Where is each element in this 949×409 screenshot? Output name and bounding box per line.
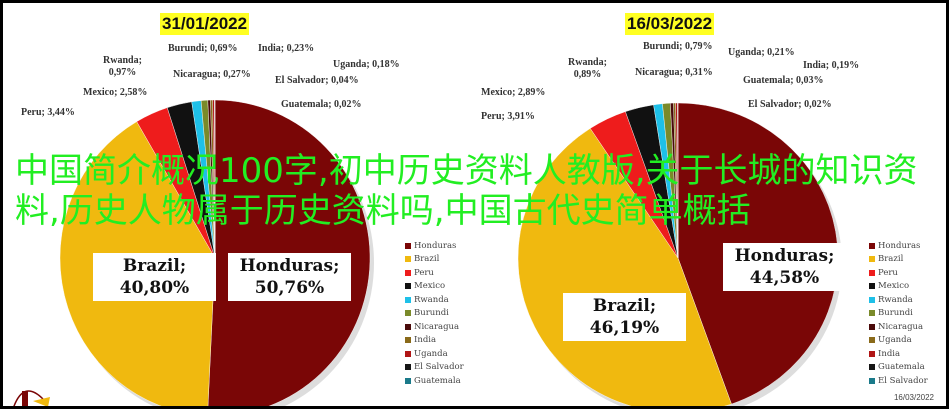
legend-swatch	[869, 350, 875, 357]
legend-swatch	[405, 242, 411, 249]
legend-label: Guatemala	[414, 375, 461, 386]
legend-item: India	[405, 334, 464, 348]
legend-left: Honduras Brazil Peru Mexico Rwanda Burundi Nic…	[405, 239, 464, 388]
legend-item: Peru	[869, 266, 928, 280]
legend-item: El Salvador	[405, 361, 464, 375]
legend-swatch	[405, 256, 411, 263]
big-label-honduras-left: Honduras; 50,76%	[228, 253, 351, 301]
legend-swatch	[869, 377, 875, 384]
legend-item: El Salvador	[869, 374, 928, 388]
chart-title-right: 16/03/2022	[625, 13, 715, 35]
chart-title-left: 31/01/2022	[160, 13, 250, 35]
legend-item: Mexico	[405, 280, 464, 294]
legend-label: Honduras	[878, 240, 921, 251]
legend-item: Rwanda	[869, 293, 928, 307]
legend-label: Brazil	[414, 254, 440, 265]
big-label-brazil-right: Brazil; 46,19%	[563, 293, 686, 341]
legend-item: Brazil	[869, 253, 928, 267]
data-label-uganda: Uganda; 0,18%	[333, 59, 400, 70]
legend-item: Guatemala	[869, 361, 928, 375]
legend-label: El Salvador	[878, 375, 928, 386]
legend-item: Nicaragua	[405, 320, 464, 334]
legend-label: India	[414, 335, 437, 346]
legend-label: Rwanda	[414, 294, 449, 305]
legend-swatch	[869, 256, 875, 263]
legend-swatch	[405, 337, 411, 344]
legend-swatch	[405, 296, 411, 303]
legend-item: Uganda	[869, 334, 928, 348]
legend-swatch	[405, 323, 411, 330]
data-label-burundi: Burundi; 0,79%	[643, 41, 713, 52]
legend-swatch	[869, 364, 875, 371]
legend-swatch	[405, 283, 411, 290]
data-label-peru: Peru; 3,91%	[481, 111, 535, 122]
legend-item: Burundi	[405, 307, 464, 321]
legend-label: Mexico	[414, 281, 446, 292]
legend-label: Uganda	[414, 348, 448, 359]
legend-label: El Salvador	[414, 362, 464, 373]
data-label-mexico: Mexico; 2,89%	[481, 87, 546, 98]
legend-item: Nicaragua	[869, 320, 928, 334]
big-label-brazil-left: Brazil; 40,80%	[93, 253, 216, 301]
data-label-el-salvador: El Salvador; 0,02%	[748, 99, 832, 110]
legend-item: Burundi	[869, 307, 928, 321]
legend-right: Honduras Brazil Peru Mexico Rwanda Burundi Nic…	[869, 239, 928, 388]
data-label-rwanda: Rwanda; 0,89%	[568, 57, 607, 80]
data-label-burundi: Burundi; 0,69%	[168, 43, 238, 54]
legend-item: Rwanda	[405, 293, 464, 307]
legend-label: Guatemala	[878, 362, 925, 373]
data-label-india: India; 0,23%	[258, 43, 315, 54]
legend-swatch	[869, 242, 875, 249]
legend-label: Uganda	[878, 335, 912, 346]
legend-swatch	[405, 364, 411, 371]
big-label-honduras-right: Honduras; 44,58%	[723, 243, 846, 291]
legend-label: India	[878, 348, 901, 359]
legend-swatch	[405, 350, 411, 357]
legend-swatch	[869, 310, 875, 317]
legend-item: Mexico	[869, 280, 928, 294]
legend-label: Brazil	[878, 254, 904, 265]
logo-icon	[13, 390, 50, 406]
data-label-nicaragua: Nicaragua; 0,31%	[635, 67, 713, 78]
data-label-india: India; 0,19%	[803, 60, 860, 71]
data-label-uganda: Uganda; 0,21%	[728, 47, 795, 58]
legend-label: Nicaragua	[878, 321, 924, 332]
legend-label: Honduras	[414, 240, 457, 251]
data-label-mexico: Mexico; 2,58%	[83, 87, 148, 98]
footer-date: 16/03/2022	[893, 393, 934, 402]
legend-label: Burundi	[414, 308, 449, 319]
legend-item: Guatemala	[405, 374, 464, 388]
legend-label: Rwanda	[878, 294, 913, 305]
legend-label: Nicaragua	[414, 321, 460, 332]
legend-swatch	[869, 296, 875, 303]
data-label-peru: Peru; 3,44%	[21, 107, 75, 118]
legend-item: Honduras	[405, 239, 464, 253]
legend-item: Peru	[405, 266, 464, 280]
legend-label: Peru	[414, 267, 434, 278]
legend-item: Honduras	[869, 239, 928, 253]
data-label-nicaragua: Nicaragua; 0,27%	[173, 69, 251, 80]
overlay-watermark-text: 中国简介概况100字,初中历史资料人教版,关于长城的知识资料,历史人物属于历史资…	[15, 151, 918, 231]
legend-item: Brazil	[405, 253, 464, 267]
data-label-rwanda: Rwanda; 0,97%	[103, 55, 142, 78]
legend-swatch	[405, 310, 411, 317]
legend-swatch	[405, 377, 411, 384]
legend-item: India	[869, 347, 928, 361]
data-label-el-salvador: El Salvador; 0,04%	[275, 75, 359, 86]
legend-label: Peru	[878, 267, 898, 278]
data-label-guatemala: Guatemala; 0,03%	[743, 75, 824, 86]
legend-swatch	[405, 269, 411, 276]
legend-swatch	[869, 337, 875, 344]
data-label-guatemala: Guatemala; 0,02%	[281, 99, 362, 110]
legend-swatch	[869, 269, 875, 276]
legend-label: Burundi	[878, 308, 913, 319]
legend-label: Mexico	[878, 281, 910, 292]
legend-item: Uganda	[405, 347, 464, 361]
legend-swatch	[869, 323, 875, 330]
legend-swatch	[869, 283, 875, 290]
